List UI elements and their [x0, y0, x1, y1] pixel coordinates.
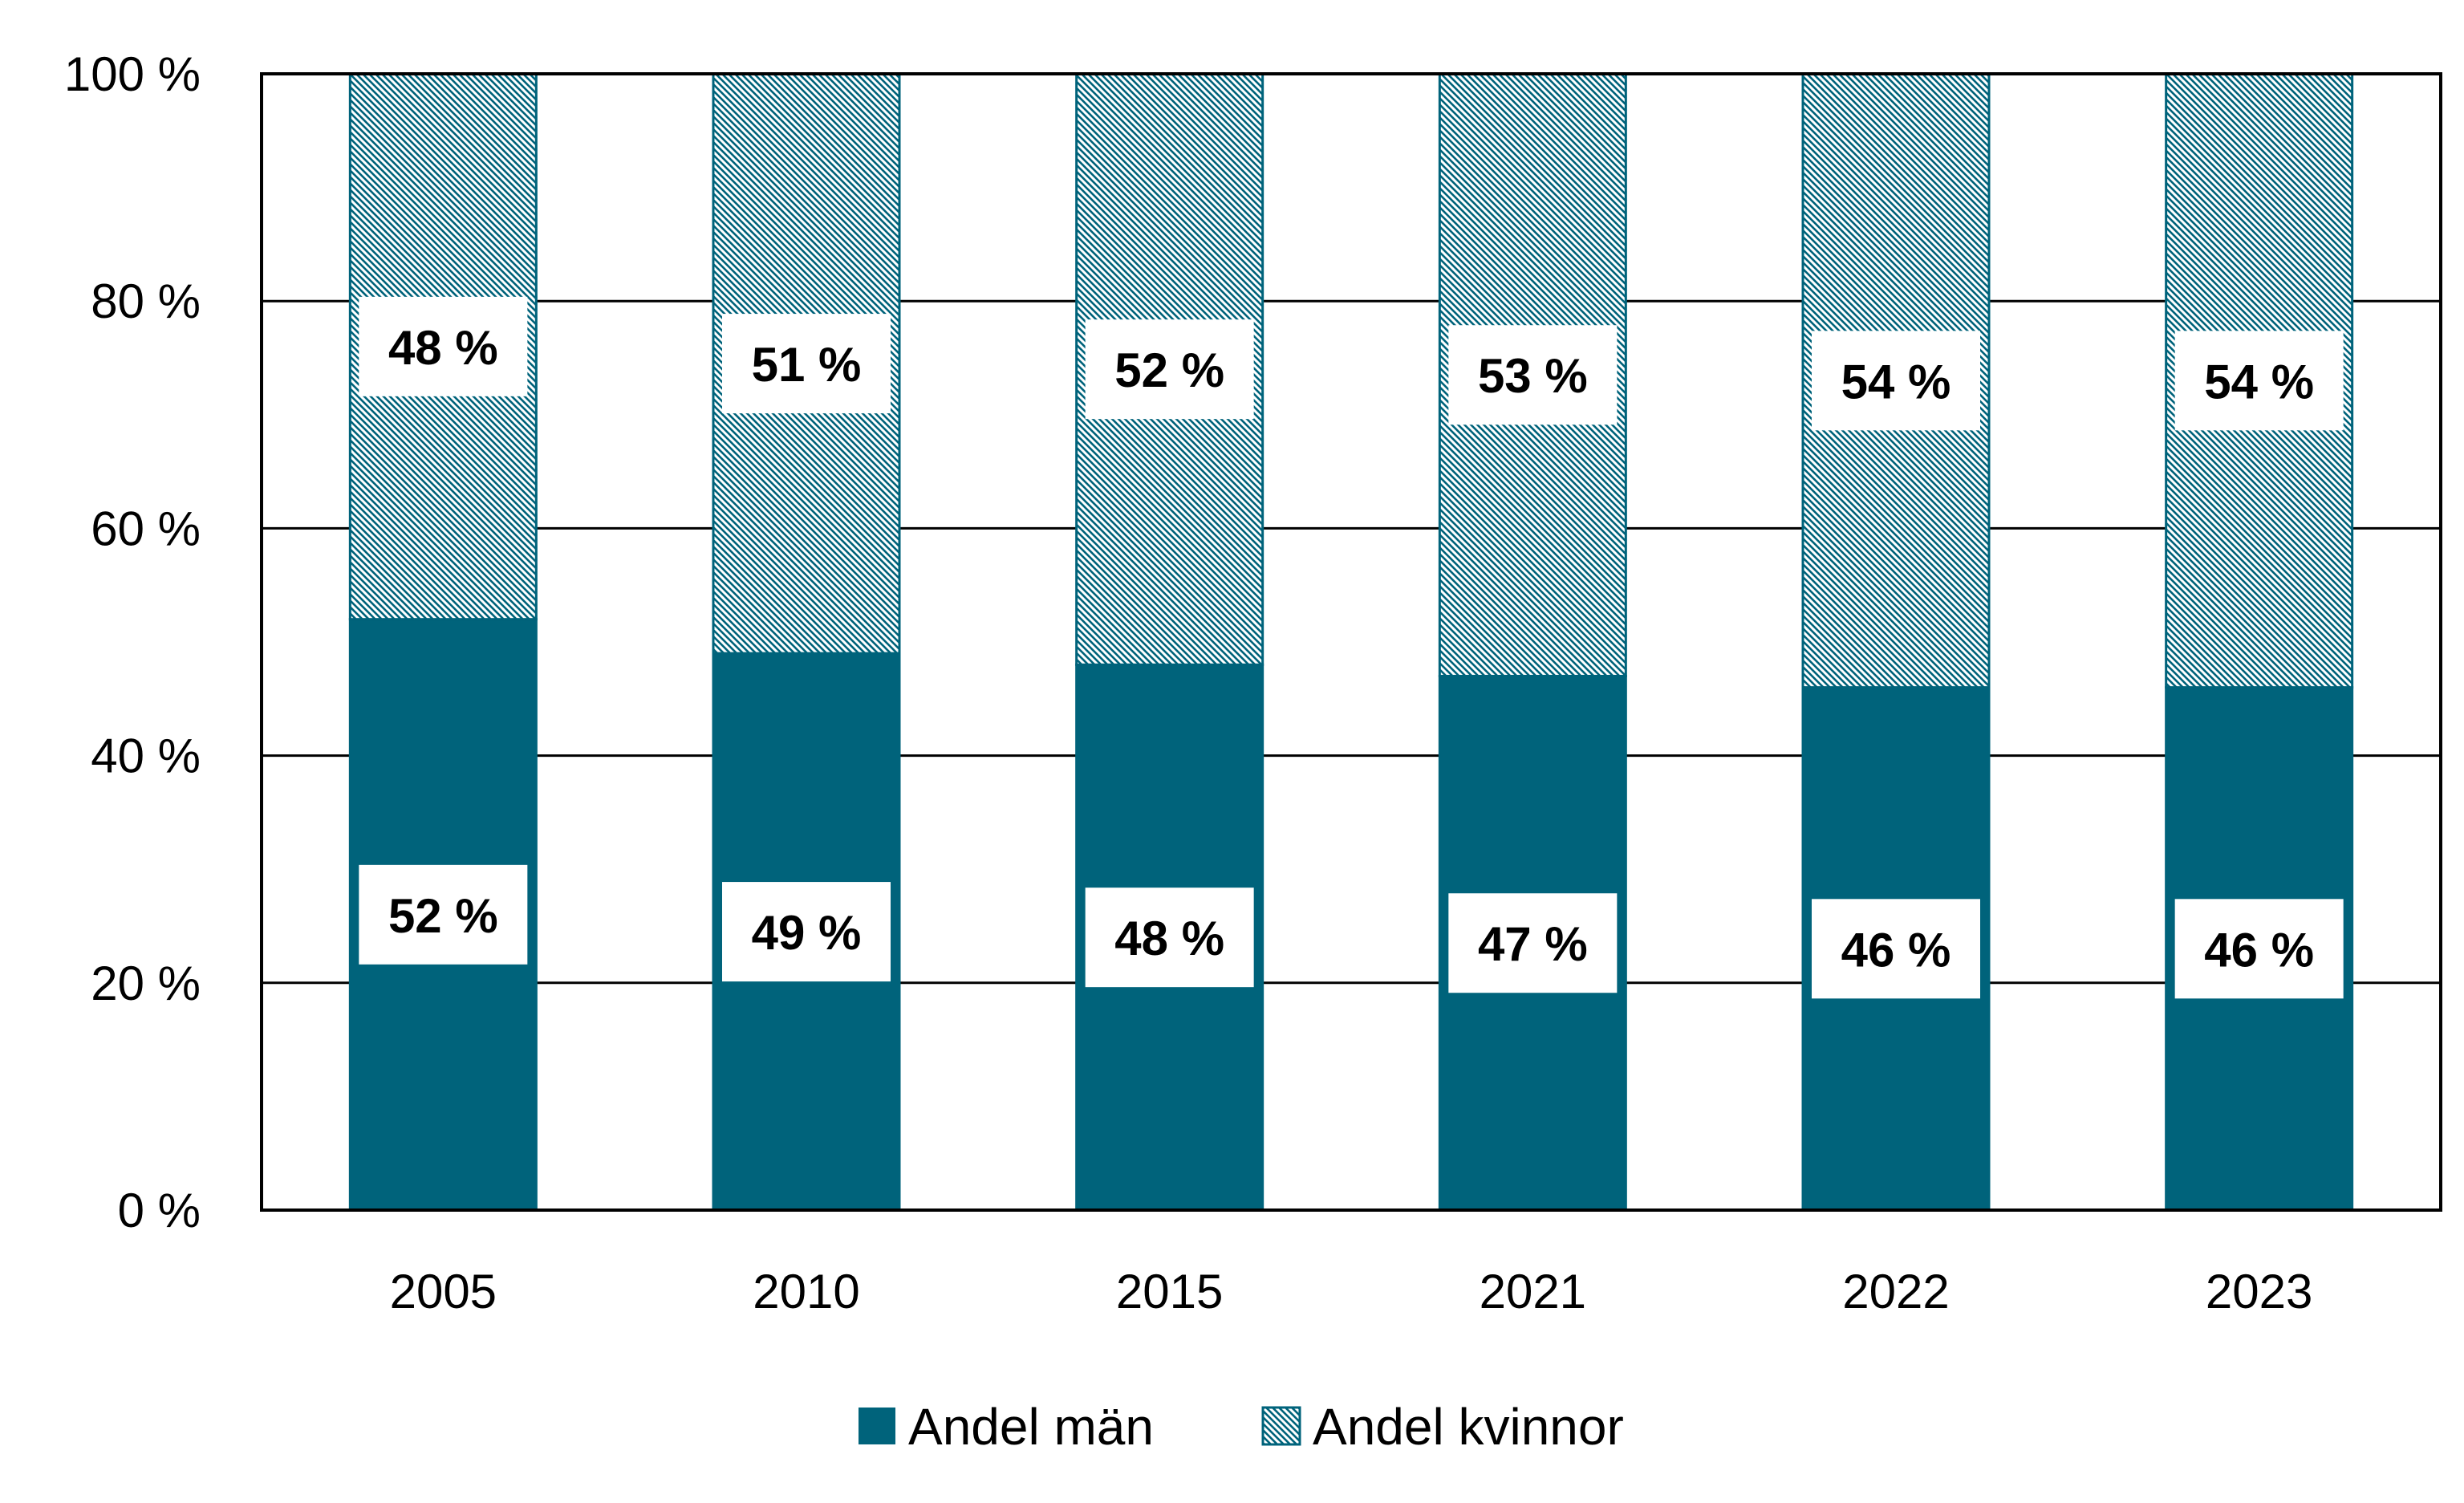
plot-border: [260, 72, 2442, 1212]
legend-label-women: Andel kvinnor: [1313, 1398, 1624, 1456]
data-label-box: [1085, 319, 1254, 420]
y-tick-label: 60 %: [91, 502, 201, 555]
data-label: 49 %: [752, 906, 862, 960]
data-label-box: [722, 314, 891, 414]
x-tick-label: 2022: [1842, 1265, 1949, 1318]
x-tick-label: 2005: [390, 1265, 497, 1318]
y-tick-label: 100 %: [64, 47, 201, 101]
data-label-box: [1812, 899, 1980, 999]
data-labels: 52 % 48 % 49 % 51 % 48 % 52 % 47 % 53 % 46 % 54 %…: [359, 296, 2344, 999]
data-label: 51 %: [752, 338, 862, 392]
data-label-box: [1812, 331, 1980, 431]
data-label-box: [2174, 899, 2344, 999]
legend: Andel män Andel kvinnor: [859, 1398, 1624, 1456]
data-label: 53 %: [1478, 349, 1588, 403]
bars: [348, 72, 2354, 1212]
y-tick-label: 20 %: [91, 957, 201, 1010]
data-label-box: [1448, 893, 1618, 993]
data-label: 54 %: [2204, 355, 2314, 408]
data-label-box: [1448, 325, 1618, 425]
legend-label-men: Andel män: [908, 1398, 1154, 1456]
x-tick-label: 2023: [2206, 1265, 2312, 1318]
x-tick-label: 2021: [1480, 1265, 1586, 1318]
grid-lines: [262, 299, 2441, 985]
legend-swatch-women: [1261, 1406, 1301, 1446]
data-label-box: [359, 296, 528, 396]
data-label: 46 %: [1841, 923, 1951, 977]
y-tick-label: 0 %: [118, 1184, 201, 1237]
y-axis-tick-labels: 0 % 20 % 40 % 60 % 80 % 100 %: [64, 47, 201, 1237]
data-label: 52 %: [388, 889, 498, 943]
x-axis-tick-labels: 2005 2010 2015 2021 2022 2023: [390, 1265, 2313, 1318]
data-label: 54 %: [1841, 355, 1951, 408]
plot-frame: [260, 72, 2442, 1212]
x-tick-label: 2010: [753, 1265, 859, 1318]
data-label: 48 %: [388, 321, 498, 375]
data-label-box: [2174, 331, 2344, 431]
x-tick-label: 2015: [1116, 1265, 1223, 1318]
data-label: 52 %: [1114, 343, 1224, 397]
data-label: 46 %: [2204, 923, 2314, 977]
data-label: 48 %: [1114, 912, 1224, 965]
legend-swatch-men: [859, 1408, 895, 1444]
data-label-box: [359, 864, 528, 965]
data-label-box: [722, 882, 891, 982]
y-tick-label: 40 %: [91, 729, 201, 783]
data-label-box: [1085, 888, 1254, 988]
y-tick-label: 80 %: [91, 274, 201, 328]
data-label: 47 %: [1478, 917, 1588, 971]
